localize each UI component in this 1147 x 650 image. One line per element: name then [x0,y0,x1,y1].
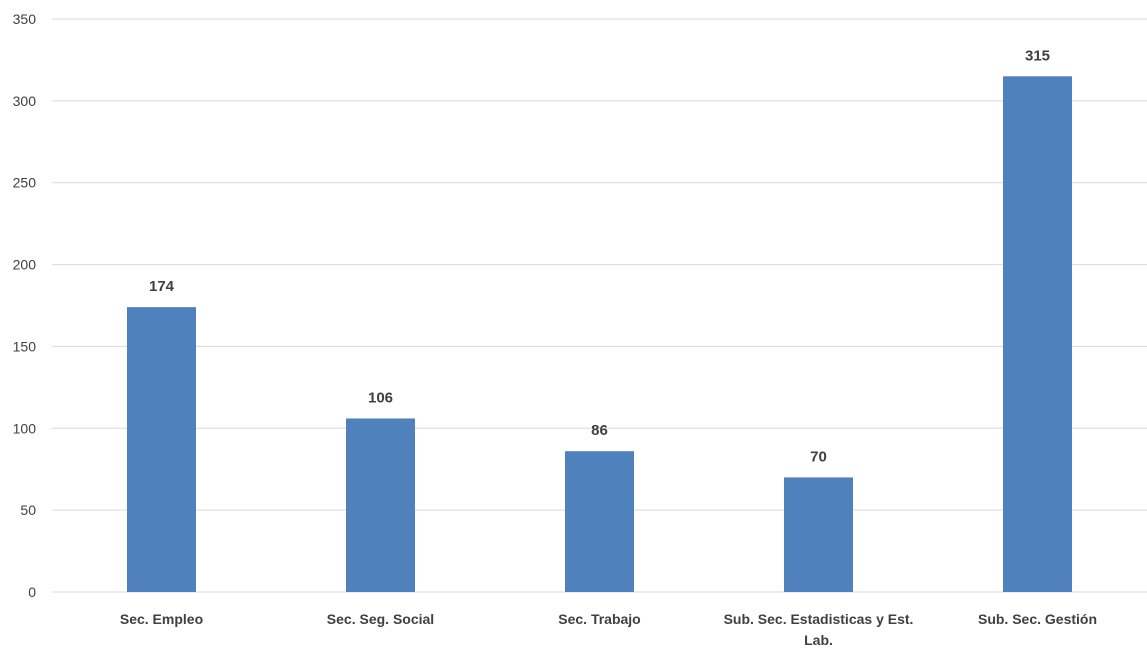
y-tick-label: 350 [13,11,37,27]
bar [565,451,634,592]
x-tick-label-line: Sec. Empleo [120,611,203,627]
y-tick-label: 100 [13,420,37,436]
y-tick-label: 0 [28,584,36,600]
x-tick-label-line: Lab. [804,632,833,648]
x-tick-label: Sec. Empleo [120,611,203,627]
x-axis: Sec. Empleo Sec. Seg. Social Sec. Trabajo S… [120,611,1097,648]
x-tick-label: Sub. Sec. Gestión [978,611,1097,627]
x-tick-label-line: Sub. Sec. Estadisticas y Est. [724,611,914,627]
bar-series [127,76,1072,593]
x-tick-label: Sec. Seg. Social [327,611,434,627]
x-tick-label: Sub. Sec. Estadisticas y Est. Lab. [724,611,914,648]
x-tick-label-line: Sub. Sec. Gestión [978,611,1097,627]
bar [784,477,853,592]
data-label: 174 [149,278,175,295]
bar [346,418,415,592]
data-labels: 174 106 86 70 315 [149,47,1050,465]
y-gridlines [52,18,1147,593]
y-tick-label: 50 [20,502,36,518]
y-tick-label: 250 [13,175,37,191]
data-label: 106 [368,389,393,406]
x-tick-label-line: Sec. Seg. Social [327,611,434,627]
y-tick-label: 300 [13,93,37,109]
data-label: 86 [591,422,608,439]
x-tick-label: Sec. Trabajo [558,611,640,627]
x-tick-label-line: Sec. Trabajo [558,611,640,627]
bar [1003,76,1072,593]
data-label: 70 [810,448,827,465]
y-tick-label: 200 [13,257,37,273]
y-axis: 0 50 100 150 200 250 300 350 [13,11,37,600]
bar [127,307,196,592]
data-label: 315 [1025,47,1050,64]
y-tick-label: 150 [13,338,37,354]
